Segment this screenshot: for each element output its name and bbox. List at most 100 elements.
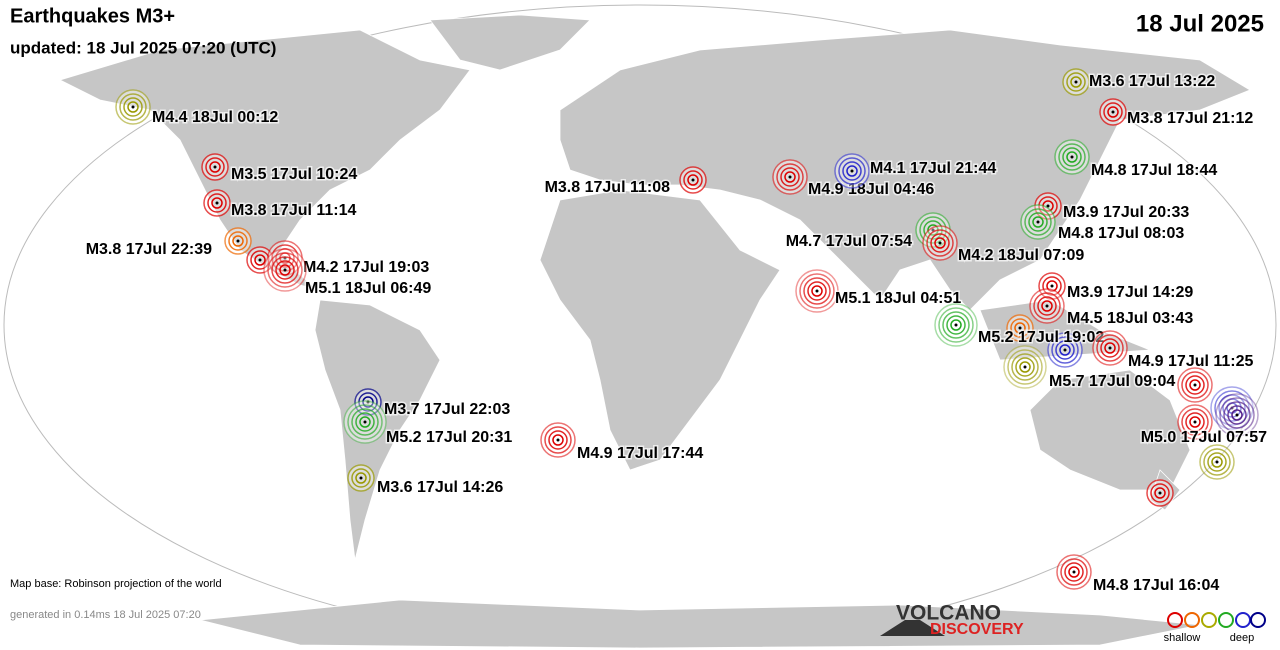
quake-label: M3.8 17Jul 11:14 <box>231 202 357 219</box>
quake-marker <box>246 246 274 274</box>
quake-label: M5.1 18Jul 06:49 <box>305 280 431 297</box>
quake-center <box>213 165 217 169</box>
quake-ring <box>919 216 947 244</box>
quake-ring <box>784 171 796 183</box>
quake-ring <box>119 93 147 121</box>
quake-ring <box>1046 280 1058 292</box>
quake-center <box>691 178 695 182</box>
quake-marker <box>1006 314 1034 342</box>
quake-center <box>1193 383 1197 387</box>
quake-ring <box>1181 408 1209 436</box>
quake-ring <box>1189 379 1201 391</box>
quake-label: M3.8 17Jul 21:12 <box>1127 110 1253 127</box>
quake-center <box>1036 220 1040 224</box>
quake-marker <box>347 464 375 492</box>
quake-marker <box>1092 330 1128 366</box>
quake-ring <box>1231 409 1243 421</box>
quake-marker <box>934 303 978 347</box>
quake-ring <box>207 193 227 213</box>
quake-center <box>556 438 560 442</box>
quake-center <box>1235 413 1239 417</box>
quake-ring <box>552 434 564 446</box>
quake-center <box>366 400 370 404</box>
quake-ring <box>232 235 244 247</box>
quake-marker <box>772 159 808 195</box>
quake-marker <box>263 248 307 292</box>
quake-ring <box>228 231 248 251</box>
quake-ring <box>358 392 378 412</box>
quake-center <box>1063 348 1067 352</box>
quake-ring <box>347 404 383 440</box>
quake-ring <box>1032 216 1044 228</box>
quake-marker <box>343 400 387 444</box>
basemap <box>3 4 1277 649</box>
logo-bottom: DISCOVERY <box>930 621 1024 638</box>
quake-marker <box>795 269 839 313</box>
quake-ring <box>267 252 303 288</box>
quake-ring <box>1014 322 1026 334</box>
quake-center <box>1072 570 1076 574</box>
quake-center <box>1045 304 1049 308</box>
quake-ring <box>1154 487 1166 499</box>
quake-ring <box>1015 357 1035 377</box>
quake-label: M5.2 17Jul 20:31 <box>386 429 512 446</box>
quake-label: M3.7 17Jul 22:03 <box>384 401 510 418</box>
quake-ring <box>1051 336 1079 364</box>
quake-ring <box>1066 72 1086 92</box>
quake-center <box>1215 460 1219 464</box>
quake-label: M4.2 17Jul 19:03 <box>303 259 429 276</box>
quake-marker <box>1099 98 1127 126</box>
quake-label: M4.9 17Jul 11:25 <box>1128 353 1254 370</box>
quake-label: M4.1 17Jul 21:44 <box>870 160 996 177</box>
quake-center <box>258 258 262 262</box>
quake-ring <box>842 161 862 181</box>
quake-ring <box>1219 397 1255 433</box>
quake-ring <box>1150 483 1170 503</box>
quake-label: M4.8 17Jul 18:44 <box>1091 162 1217 179</box>
quake-ring <box>780 167 800 187</box>
quake-marker <box>203 189 231 217</box>
quake-ring <box>1062 147 1082 167</box>
map-base: Map base: Robinson projection of the wor… <box>10 578 222 590</box>
quake-label: M5.1 18Jul 04:51 <box>835 290 961 307</box>
quake-center <box>954 323 958 327</box>
quake-ring <box>1066 151 1078 163</box>
quake-ring <box>548 430 568 450</box>
quake-label: M3.8 17Jul 22:39 <box>86 241 212 258</box>
quake-ring <box>1055 340 1075 360</box>
quake-ring <box>1033 292 1061 320</box>
generated: generated in 0.14ms 18 Jul 2025 07:20 <box>10 609 201 621</box>
quake-ring <box>1028 212 1048 232</box>
quake-ring <box>1010 318 1030 338</box>
quake-ring <box>950 319 962 331</box>
quake-ring <box>1223 401 1251 429</box>
quake-label: M4.4 18Jul 00:12 <box>152 109 278 126</box>
quake-center <box>283 268 287 272</box>
quake-ring <box>254 254 266 266</box>
quake-marker <box>1056 554 1092 590</box>
quake-ring <box>942 311 970 339</box>
quake-marker <box>1062 68 1090 96</box>
quake-center <box>1108 346 1112 350</box>
quake-ring <box>355 472 367 484</box>
quake-ring <box>1227 405 1247 425</box>
quake-center <box>1046 204 1050 208</box>
quake-ring <box>1059 344 1071 356</box>
quake-ring <box>1096 334 1124 362</box>
quake-ring <box>1214 390 1250 426</box>
quake-ring <box>926 229 954 257</box>
quake-ring <box>275 248 295 268</box>
quake-ring <box>946 315 966 335</box>
updated: updated: 18 Jul 2025 07:20 (UTC) <box>10 38 276 57</box>
quake-center <box>236 239 240 243</box>
quake-marker <box>922 225 958 261</box>
quake-marker <box>1020 204 1056 240</box>
quake-ring <box>1019 361 1031 373</box>
quake-label: M4.2 18Jul 07:09 <box>958 247 1084 264</box>
quake-center <box>931 228 935 232</box>
quake-ring <box>807 281 827 301</box>
quake-center <box>1070 155 1074 159</box>
quake-marker <box>834 153 870 189</box>
quake-marker <box>1146 479 1174 507</box>
quake-ring <box>271 256 299 284</box>
